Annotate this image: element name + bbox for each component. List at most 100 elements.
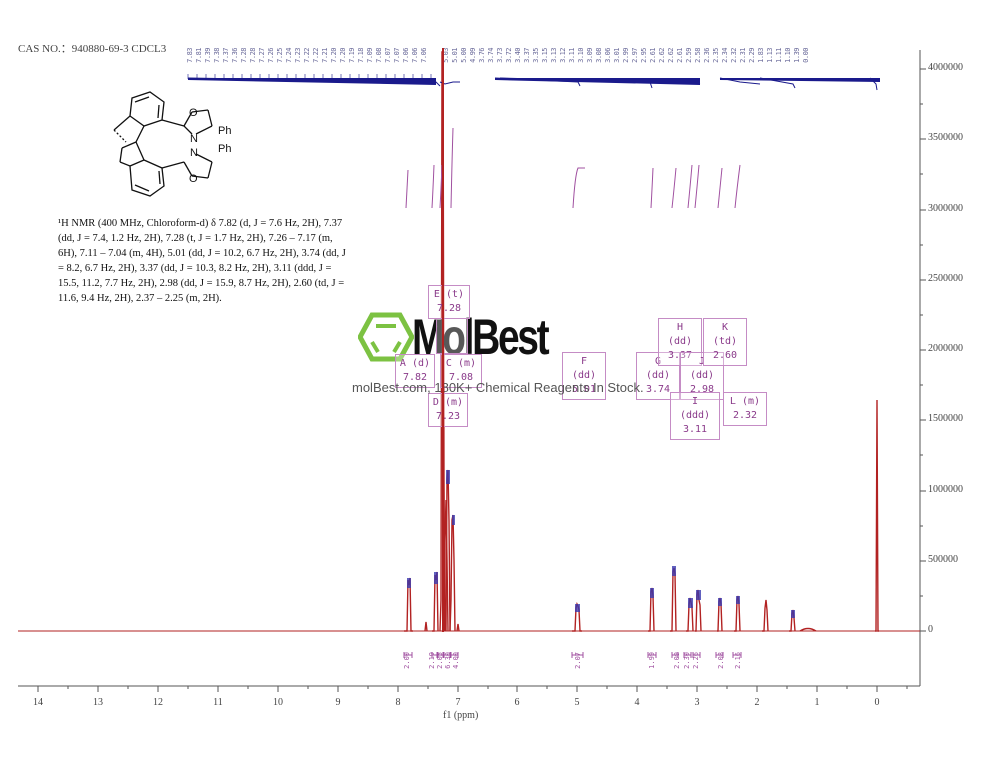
y-axis-labels: 4000000 3500000 3000000 2500000 2000000 … xyxy=(918,48,998,688)
multiplet-box-d: D (m) 7.23 xyxy=(428,393,468,427)
peak-label: 2.34 xyxy=(721,48,729,63)
y-tick-label: 3500000 xyxy=(928,132,963,143)
peak-label: 2.59 xyxy=(685,48,693,63)
peak-label: 2.61 xyxy=(649,48,657,63)
peak-label: 1.39 xyxy=(793,48,801,63)
atom-n-bottom: N xyxy=(190,147,198,159)
integral-value: 4.00 xyxy=(452,652,460,669)
peak-label: 2.99 xyxy=(622,48,630,63)
peak-label: 7.25 xyxy=(276,48,284,63)
x-tick-label: 12 xyxy=(153,697,163,708)
peak-label: 2.62 xyxy=(667,48,675,63)
peak-label: 3.15 xyxy=(541,48,549,63)
peak-label: 2.58 xyxy=(694,48,702,63)
peak-label: 3.35 xyxy=(532,48,540,63)
peak-label: 5.01 xyxy=(451,48,459,63)
multiplet-box-b: B (dd) 7.37 xyxy=(436,318,468,354)
integral-value: 2.16 xyxy=(734,652,742,669)
peak-label: 2.95 xyxy=(640,48,648,63)
y-tick-label: 2000000 xyxy=(928,343,963,354)
peak-label: 7.09 xyxy=(366,48,374,63)
integral-value: 1.99 xyxy=(648,652,656,669)
peak-label: 2.32 xyxy=(730,48,738,63)
peak-label: 3.76 xyxy=(478,48,486,63)
multiplet-box-k: K (td) 2.60 xyxy=(703,318,747,366)
peak-label: 3.06 xyxy=(604,48,612,63)
peak-label: 3.08 xyxy=(595,48,603,63)
atom-o-top: O xyxy=(189,107,198,119)
peak-label: 7.06 xyxy=(420,48,428,63)
peak-label: 3.10 xyxy=(577,48,585,63)
x-tick-label: 3 xyxy=(694,697,700,708)
peak-label: 5.00 xyxy=(460,48,468,63)
peak-label: 2.97 xyxy=(631,48,639,63)
peak-label: 7.81 xyxy=(195,48,203,63)
peak-label: 7.22 xyxy=(312,48,320,63)
molbest-logo-icon xyxy=(358,312,414,362)
watermark-tagline: molBest.com, 180K+ Chemical Reagents In … xyxy=(352,380,644,395)
x-tick-label: 7 xyxy=(455,697,461,708)
integral-value: 2.09 xyxy=(673,652,681,669)
peak-label: 2.35 xyxy=(712,48,720,63)
peak-label: 7.39 xyxy=(204,48,212,63)
x-tick-label: 11 xyxy=(213,697,223,708)
peak-label: 7.28 xyxy=(240,48,248,63)
peak-label: 7.26 xyxy=(267,48,275,63)
x-ticks xyxy=(37,686,908,692)
x-tick-label: 5 xyxy=(574,697,580,708)
x-tick-label: 2 xyxy=(754,697,760,708)
x-tick-label: 9 xyxy=(335,697,341,708)
peak-label: 7.23 xyxy=(294,48,302,63)
peak-label: 7.20 xyxy=(330,48,338,63)
peak-label: 7.06 xyxy=(411,48,419,63)
y-tick-label: 0 xyxy=(928,624,933,635)
integral-value: 2.07 xyxy=(574,652,582,669)
multiplet-box-l: L (m) 2.32 xyxy=(723,392,767,426)
peak-label: 1.10 xyxy=(784,48,792,63)
peak-label: 7.08 xyxy=(375,48,383,63)
peak-label: 2.61 xyxy=(676,48,684,63)
peak-label: 3.12 xyxy=(559,48,567,63)
multiplet-box-f: F (dd) 5.01 xyxy=(562,352,606,400)
peak-label: 7.37 xyxy=(222,48,230,63)
x-axis-label: f1 (ppm) xyxy=(443,710,479,721)
phenyl-top: Ph xyxy=(218,125,231,137)
peak-label: 2.31 xyxy=(739,48,747,63)
integral-value: 2.05 xyxy=(436,652,444,669)
peak-label: 3.37 xyxy=(523,48,531,63)
peak-label: 7.21 xyxy=(321,48,329,63)
y-tick-label: 500000 xyxy=(928,554,958,565)
x-tick-label: 0 xyxy=(874,697,880,708)
peak-label: 3.13 xyxy=(550,48,558,63)
peak-label: 4.99 xyxy=(469,48,477,63)
peak-label: 7.27 xyxy=(258,48,266,63)
phenyl-bottom: Ph xyxy=(218,143,231,155)
peak-label: 1.83 xyxy=(757,48,765,63)
integral-value: 2.00 xyxy=(403,652,411,669)
peak-label: 7.24 xyxy=(285,48,293,63)
y-tick-label: 1500000 xyxy=(928,413,963,424)
integral-value: 2.19 xyxy=(428,652,436,669)
integration-brackets xyxy=(403,652,742,658)
nmr-description: ¹H NMR (400 MHz, Chloroform-d) δ 7.82 (d… xyxy=(58,218,346,304)
integral-value: 2.30 xyxy=(683,652,691,669)
x-tick-label: 4 xyxy=(634,697,640,708)
peak-label: 7.07 xyxy=(393,48,401,63)
peak-label: 7.22 xyxy=(303,48,311,63)
y-ticks xyxy=(920,68,926,632)
peak-label: 3.11 xyxy=(568,48,576,63)
peak-label: 2.62 xyxy=(658,48,666,63)
x-tick-label: 13 xyxy=(93,697,103,708)
y-tick-label: 2500000 xyxy=(928,273,963,284)
y-tick-label: 3000000 xyxy=(928,203,963,214)
multiplet-box-c: C (m) 7.08 xyxy=(440,354,482,388)
peak-tips xyxy=(407,470,795,618)
peak-label: 1.13 xyxy=(766,48,774,63)
x-tick-label: 14 xyxy=(33,697,43,708)
x-tick-label: 1 xyxy=(814,697,820,708)
peak-label: 3.40 xyxy=(514,48,522,63)
peak-label: 0.00 xyxy=(802,48,810,63)
integral-value: 2.26 xyxy=(692,652,700,669)
atom-n-top: N xyxy=(190,133,198,145)
peak-label-strip: 7.83 7.81 7.39 7.38 7.37 7.36 7.28 7.28 … xyxy=(186,48,906,78)
